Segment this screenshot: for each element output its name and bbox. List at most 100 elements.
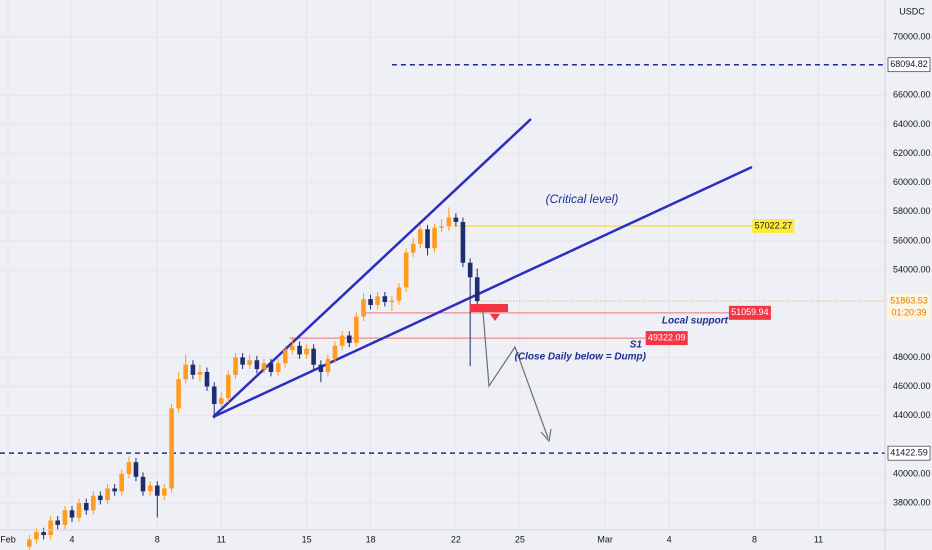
current-price-label: 51863.53 bbox=[890, 295, 928, 305]
candle-body bbox=[382, 296, 388, 303]
axis-unit: USDC bbox=[899, 6, 925, 16]
candle-body bbox=[133, 462, 139, 477]
candle-body bbox=[353, 316, 359, 343]
x-tick-label: 4 bbox=[69, 534, 74, 544]
x-tick-label: 4 bbox=[667, 534, 672, 544]
candle-body bbox=[83, 503, 89, 511]
y-tick-label: 38000.00 bbox=[893, 497, 931, 507]
candle-body bbox=[361, 299, 366, 317]
x-tick-label: 11 bbox=[217, 534, 226, 544]
candle-body bbox=[91, 495, 96, 511]
candle-body bbox=[261, 363, 267, 370]
annotation: S1 bbox=[630, 340, 643, 351]
candle-body bbox=[410, 243, 416, 253]
candle-body bbox=[62, 510, 68, 525]
breakdown-box bbox=[470, 304, 508, 312]
y-tick-label: 46000.00 bbox=[893, 381, 931, 391]
candle-body bbox=[233, 357, 238, 375]
x-tick-label: 22 bbox=[451, 534, 461, 544]
candle-body bbox=[375, 296, 380, 305]
annotation: (Close Daily below = Dump) bbox=[515, 352, 647, 363]
candle-body bbox=[268, 363, 274, 372]
candle-body bbox=[147, 485, 153, 492]
candles bbox=[27, 207, 480, 550]
candle-body bbox=[183, 364, 188, 380]
candle-body bbox=[119, 473, 124, 492]
price-label-box bbox=[752, 218, 795, 233]
price-label: 51059.94 bbox=[731, 307, 769, 317]
candle-body bbox=[439, 226, 444, 228]
candle-body bbox=[112, 488, 117, 492]
grid bbox=[0, 0, 885, 530]
x-tick-label: 15 bbox=[302, 534, 312, 544]
candle-body bbox=[332, 345, 338, 359]
candle-body bbox=[282, 350, 288, 364]
candle-body bbox=[467, 262, 473, 278]
candle-body bbox=[446, 217, 452, 227]
x-tick-label: 8 bbox=[155, 534, 160, 544]
price-label: 57022.27 bbox=[755, 220, 793, 230]
candle-body bbox=[176, 379, 181, 409]
candle-body bbox=[48, 520, 53, 536]
y-tick-label: 40000.00 bbox=[893, 468, 931, 478]
candle-body bbox=[297, 345, 302, 355]
price-label: 41422.59 bbox=[890, 448, 928, 458]
candle-body bbox=[339, 335, 345, 346]
x-tick-label: 25 bbox=[515, 534, 525, 544]
projection-path bbox=[482, 311, 549, 439]
y-tick-label: 48000.00 bbox=[893, 352, 931, 362]
candle-body bbox=[98, 495, 103, 501]
trend-line-lower bbox=[212, 165, 753, 419]
candle-body bbox=[169, 408, 174, 489]
x-tick-label: Mar bbox=[597, 534, 613, 544]
candle-body bbox=[105, 488, 110, 501]
candle-body bbox=[254, 360, 260, 370]
axes: 38000.00 40000.00 44000.00 46000.00 48000.00… bbox=[0, 31, 930, 544]
candle-body bbox=[197, 371, 203, 375]
x-tick-label: 18 bbox=[366, 534, 376, 544]
candle-body bbox=[325, 358, 331, 372]
candle-body bbox=[304, 348, 309, 355]
price-label-box bbox=[645, 331, 688, 346]
down-arrow bbox=[490, 314, 500, 321]
annotation: (Critical level) bbox=[546, 192, 619, 206]
candle-body bbox=[226, 374, 231, 399]
x-tick-label: 8 bbox=[752, 534, 757, 544]
candle-body bbox=[275, 363, 281, 372]
y-tick-label: 58000.00 bbox=[893, 206, 931, 216]
candle-body bbox=[55, 520, 60, 525]
x-tick-label: 11 bbox=[814, 534, 823, 544]
candle-body bbox=[162, 488, 167, 496]
candle-body bbox=[403, 252, 409, 288]
price-label: 49322.09 bbox=[648, 332, 686, 342]
price-label-box bbox=[728, 305, 771, 320]
y-tick-label: 70000.00 bbox=[893, 31, 931, 41]
candle-body bbox=[140, 476, 146, 492]
countdown: 01:20:39 bbox=[891, 307, 926, 317]
price-label: 68094.82 bbox=[890, 59, 928, 69]
candle-body bbox=[41, 532, 46, 536]
candle-body bbox=[318, 364, 324, 372]
candle-body bbox=[247, 360, 252, 365]
y-tick-label: 44000.00 bbox=[893, 410, 931, 420]
y-tick-label: 54000.00 bbox=[893, 264, 931, 274]
candle-body bbox=[417, 229, 423, 244]
projection-arrowhead bbox=[540, 428, 552, 443]
candle-body bbox=[311, 348, 316, 365]
y-tick-label: 56000.00 bbox=[893, 235, 931, 245]
y-tick-label: 62000.00 bbox=[893, 148, 931, 158]
candle-body bbox=[218, 398, 224, 404]
candle-body bbox=[368, 299, 373, 305]
price-label-box bbox=[887, 57, 931, 73]
candle-body bbox=[34, 532, 39, 540]
candle-body bbox=[389, 300, 395, 303]
candle-body bbox=[396, 287, 402, 301]
candle-body bbox=[289, 345, 295, 351]
candle-body bbox=[76, 503, 82, 518]
candle-body bbox=[240, 357, 245, 365]
x-tick-label: Feb bbox=[0, 534, 16, 544]
candle-body bbox=[204, 371, 210, 387]
candle-body bbox=[211, 386, 217, 404]
